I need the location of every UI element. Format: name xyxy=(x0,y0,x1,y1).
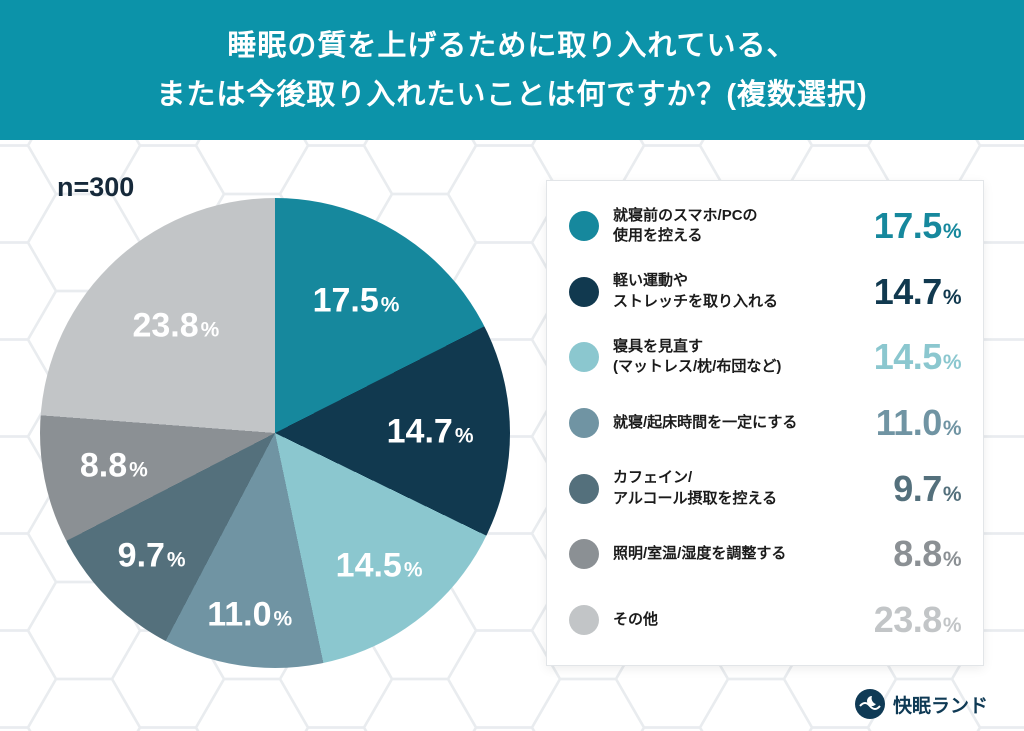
kaimin-land-logo-icon xyxy=(854,689,885,719)
legend-color-dot xyxy=(569,210,599,241)
legend-percentage: 8.8% xyxy=(893,533,961,575)
legend-label: その他 xyxy=(613,610,659,628)
legend-percentage: 17.5% xyxy=(873,204,962,246)
pie-slice-label: 23.8% xyxy=(132,306,220,345)
legend-row: 寝具を見直す (マットレス/枕/布団など) 14.5% xyxy=(569,336,962,378)
legend-label: 就寝/起床時間を一定にする xyxy=(613,413,798,431)
legend-label: 照明/室温/湿度を調整する xyxy=(613,545,787,563)
pie-slice-label: 14.7% xyxy=(386,412,474,451)
sample-size-label: n=300 xyxy=(57,172,135,202)
legend-color-dot xyxy=(569,605,599,636)
legend-color-dot xyxy=(569,407,599,438)
legend-label: カフェイン/アルコール摂取を控える xyxy=(613,469,778,507)
legend-row: 軽い運動や ストレッチを取り入れる 14.7% xyxy=(569,270,962,313)
legend-row: 就寝前のスマホ/PCの 使用を控える 17.5% xyxy=(569,204,962,247)
brand-name: 快眠ランド xyxy=(892,695,988,717)
legend-row: カフェイン/アルコール摂取を控える 9.7% xyxy=(569,467,962,510)
pie-slice-label: 8.8% xyxy=(79,446,148,485)
legend-color-dot xyxy=(569,276,599,307)
legend-label: 寝具を見直す (マットレス/枕/布団など) xyxy=(613,338,782,376)
legend-row: その他 23.8% xyxy=(569,599,962,641)
legend: 就寝前のスマホ/PCの 使用を控える 17.5% 軽い運動や ストレッチを取り入れる 14… xyxy=(546,180,984,666)
legend-percentage: 23.8% xyxy=(873,599,962,641)
legend-percentage: 11.0% xyxy=(875,401,962,443)
legend-color-dot xyxy=(569,539,599,570)
legend-row: 就寝/起床時間を一定にする 11.0% xyxy=(569,401,962,444)
pie-chart-container: 17.5% 14.7% 14.5% 11.0% 9.7% 8.8% 23.8% xyxy=(40,198,510,668)
pie-slice-label: 14.5% xyxy=(335,546,423,585)
pie-slice-label: 17.5% xyxy=(312,281,400,320)
footer-brand: 快眠ランド xyxy=(854,689,988,719)
header-banner: 睡眠の質を上げるために取り入れている、 または今後取り入れたいことは何ですか？(… xyxy=(0,0,1024,140)
survey-title-line2: または今後取り入れたいことは何ですか？(複数選択) xyxy=(156,79,868,111)
legend-percentage: 9.7% xyxy=(893,467,961,509)
legend-percentage: 14.7% xyxy=(873,270,962,312)
legend-label: 軽い運動や ストレッチを取り入れる xyxy=(613,272,779,310)
legend-color-dot xyxy=(569,473,599,504)
legend-percentage: 14.5% xyxy=(873,336,962,378)
pie-slice-label: 9.7% xyxy=(117,536,186,575)
legend-row: 照明/室温/湿度を調整する 8.8% xyxy=(569,533,962,575)
legend-color-dot xyxy=(569,342,599,373)
legend-label: 就寝前のスマホ/PCの 使用を控える xyxy=(613,206,758,244)
survey-title-line1: 睡眠の質を上げるために取り入れている、 xyxy=(227,30,797,62)
pie-slice-label: 11.0% xyxy=(207,595,293,634)
